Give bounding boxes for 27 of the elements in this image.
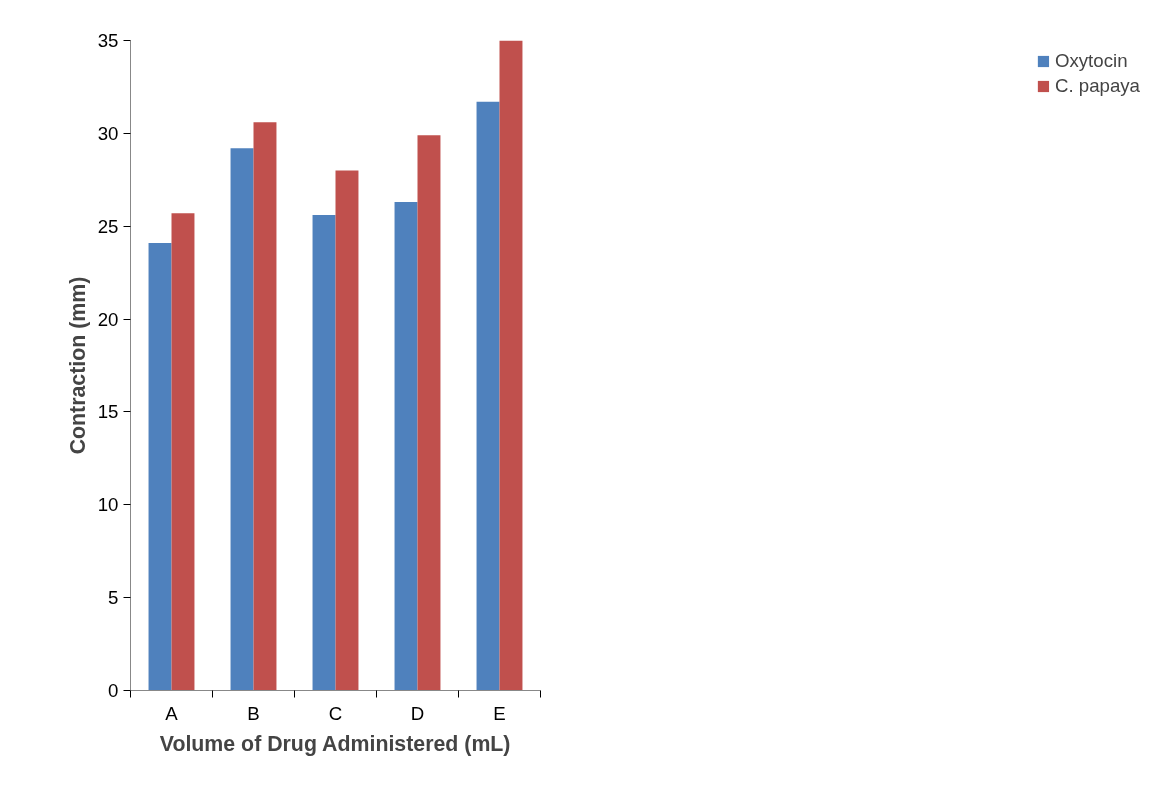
- bar: [417, 135, 441, 691]
- y-tick-label: 5: [108, 587, 119, 609]
- y-axis-title: Contraction (mm): [65, 276, 90, 455]
- bar: [394, 202, 418, 691]
- y-tick-label: 20: [97, 308, 119, 330]
- bar: [171, 213, 195, 691]
- x-tick-label: D: [410, 702, 425, 724]
- y-tick-label: 0: [108, 680, 119, 701]
- x-tick-label: B: [247, 702, 260, 724]
- y-tick-label: 30: [97, 122, 119, 144]
- bar: [335, 170, 359, 691]
- y-tick-label: 25: [97, 215, 119, 237]
- x-tick-label: C: [328, 702, 343, 724]
- x-axis-title: Volume of Drug Administered (mL): [159, 731, 511, 756]
- bar: [253, 122, 277, 691]
- legend-label: Oxytocin: [1054, 50, 1128, 72]
- y-tick-label: 35: [97, 30, 119, 51]
- bar: [148, 242, 172, 691]
- x-tick-label: E: [493, 702, 506, 724]
- legend-label: C. papaya: [1054, 75, 1140, 97]
- y-tick-label: 15: [97, 401, 119, 423]
- bar: [499, 40, 523, 691]
- bar: [476, 101, 500, 691]
- y-tick-label: 10: [97, 494, 119, 516]
- bar: [312, 215, 336, 691]
- x-tick-label: A: [165, 702, 179, 724]
- bar: [230, 148, 254, 691]
